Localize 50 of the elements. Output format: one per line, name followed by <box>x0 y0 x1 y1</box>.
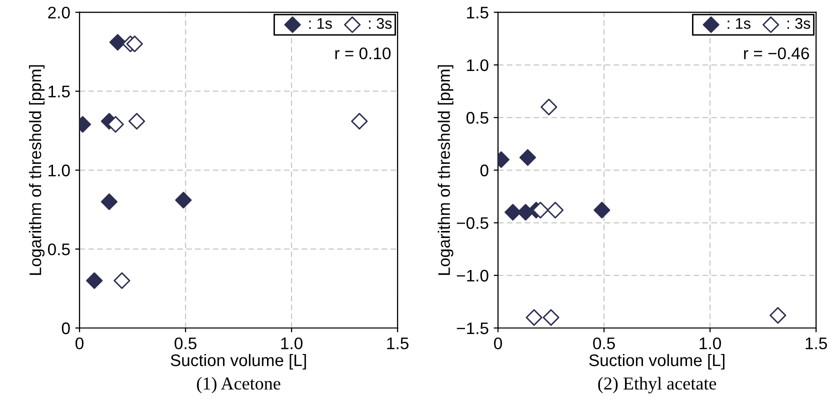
y-tick-label: −1.5 <box>456 322 488 334</box>
legend-label: : 3s <box>788 18 810 29</box>
x-tick-label: 1.0 <box>700 337 721 350</box>
y-tick-label: 1.0 <box>48 164 70 176</box>
legend-label: : 1s <box>728 18 750 29</box>
point <box>532 202 549 218</box>
annotation: r = 0.10 <box>335 47 391 60</box>
y-tick-label: 0 <box>480 164 488 176</box>
y-axis-title: Logarithm of threshold [ppm] <box>29 65 45 275</box>
point <box>546 202 564 218</box>
point <box>519 149 536 166</box>
x-tick-label: 1.0 <box>281 337 302 350</box>
x-tick-label: 1.5 <box>806 338 827 350</box>
point <box>594 202 610 218</box>
point <box>114 272 130 289</box>
y-tick-label: −1.0 <box>456 270 488 282</box>
annotation: r = −0.46 <box>744 47 809 60</box>
x-axis-title: Suction volume [L] <box>589 354 724 370</box>
point <box>770 307 786 324</box>
y-tick-label: −0.5 <box>456 217 488 229</box>
point <box>126 36 143 52</box>
point <box>109 34 126 51</box>
point <box>504 204 522 221</box>
x-tick-label: 0.5 <box>593 337 615 350</box>
y-tick-label: 1.0 <box>467 59 488 72</box>
y-tick-label: 1.5 <box>48 86 70 98</box>
y-tick-label: 1.5 <box>467 6 488 19</box>
point <box>540 98 558 116</box>
x-tick-label: 0 <box>494 337 502 350</box>
point <box>100 193 118 210</box>
legend-label: : 1s <box>309 18 332 29</box>
y-axis-title: Logarithm of threshold [ppm] <box>438 65 454 275</box>
point <box>107 116 124 133</box>
point <box>542 309 560 326</box>
y-tick-label: 0.5 <box>466 112 488 124</box>
y-tick-label: 0 <box>62 322 70 334</box>
point <box>128 112 146 130</box>
x-tick-label: 0.5 <box>174 337 196 350</box>
x-tick-label: 1.5 <box>387 338 408 350</box>
point <box>86 272 103 289</box>
x-axis-title: Suction volume [L] <box>170 354 306 370</box>
legend-label: : 3s <box>369 18 392 29</box>
x-tick-label: 0 <box>76 337 84 350</box>
y-tick-label: 2.0 <box>48 6 70 19</box>
point <box>526 309 542 326</box>
text: (1) Acetone <box>196 376 280 394</box>
y-tick-label: 0.5 <box>48 243 70 256</box>
point <box>351 112 368 130</box>
point <box>175 192 192 208</box>
text: (2) Ethyl acetate <box>598 376 716 394</box>
